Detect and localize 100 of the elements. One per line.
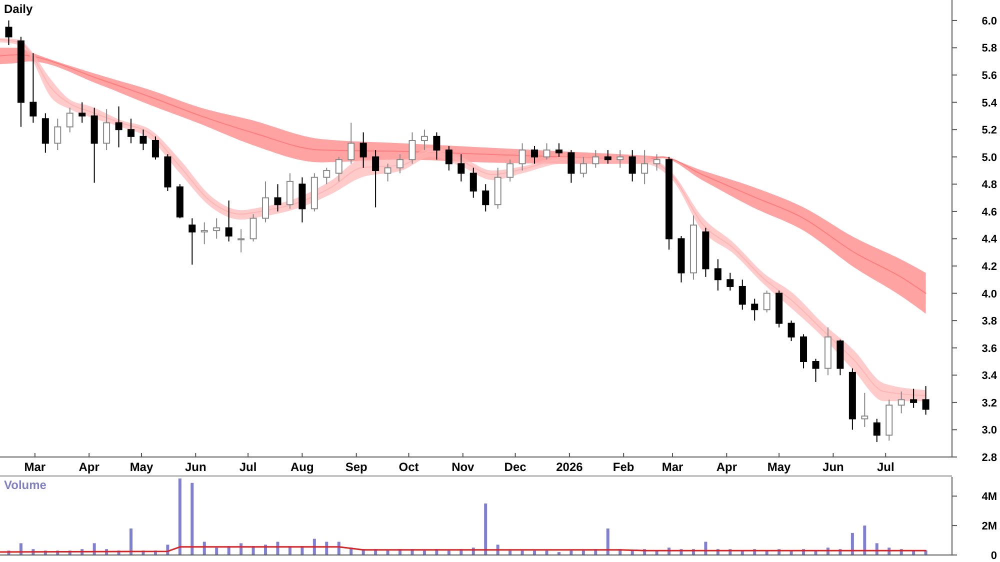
x-tick-label: Apr (716, 460, 738, 474)
candlestick (714, 258, 722, 292)
bar (582, 550, 585, 555)
candlestick (543, 142, 550, 160)
candlestick (262, 180, 270, 223)
candlestick (555, 142, 562, 158)
y-tick-label: 4.2 (982, 261, 997, 274)
bar (386, 550, 390, 555)
candlestick (360, 132, 367, 168)
candlestick (408, 132, 416, 164)
y-tick-label: 6.0 (982, 15, 997, 28)
candlestick (384, 163, 392, 182)
candlestick (213, 218, 220, 240)
x-tick-label: Nov (452, 460, 475, 474)
bar (190, 482, 194, 555)
bar (545, 550, 548, 555)
x-tick-label: Mar (24, 460, 46, 474)
bar (422, 550, 426, 555)
candlestick (323, 167, 330, 185)
candlestick (420, 129, 428, 151)
candlestick (188, 218, 196, 266)
y-tick-label: 3.4 (982, 370, 998, 382)
candlestick (628, 150, 636, 182)
candlestick (641, 150, 648, 185)
candlestick (140, 129, 147, 151)
candlestick (5, 20, 12, 46)
candlestick (738, 279, 746, 310)
candlestick (445, 145, 452, 172)
candlestick (873, 418, 880, 442)
x-tick-label: Aug (290, 460, 314, 474)
y-tick-label: 3.6 (982, 342, 997, 355)
candlestick (433, 132, 440, 160)
x-tick-label: Dec (504, 460, 527, 474)
candlestick (568, 150, 575, 184)
bar (508, 550, 512, 555)
y-tick-label: 3.8 (982, 316, 997, 328)
candlestick (30, 52, 37, 124)
candlestick (812, 358, 820, 382)
x-tick-label: May (767, 460, 792, 474)
y-tick-label: 4.8 (982, 179, 997, 192)
bar (863, 526, 866, 555)
candlestick (238, 228, 245, 253)
candlestick (78, 102, 86, 124)
candlestick (592, 150, 600, 168)
y-tick-label: 4.0 (982, 288, 997, 300)
bar (130, 528, 133, 555)
x-tick-label: Feb (612, 460, 634, 474)
candlestick (274, 184, 282, 212)
bar (570, 550, 573, 555)
y-tick-label: 5.4 (982, 97, 998, 110)
x-tick-label: Jun (184, 460, 206, 474)
y-tick-label: 3.0 (982, 424, 997, 437)
candlestick (616, 150, 624, 168)
candlestick (152, 136, 159, 160)
bar (533, 550, 536, 555)
candlestick (396, 154, 404, 174)
bar (606, 528, 610, 555)
candlestick (604, 150, 612, 164)
bar (178, 478, 182, 555)
y-tick-label: 2M (982, 520, 997, 533)
bar (850, 532, 854, 555)
y-tick-label: 5.6 (982, 70, 997, 82)
candlestick (372, 150, 380, 208)
candlestick (250, 214, 257, 242)
candlestick (482, 184, 490, 212)
y-tick-label: 5.8 (982, 42, 997, 55)
candlestick (54, 118, 62, 151)
candlestick (103, 108, 110, 151)
candlestick (225, 200, 232, 242)
candlestick (763, 290, 770, 313)
candlestick (531, 145, 538, 164)
x-tick-label: May (130, 460, 154, 474)
x-tick-label: Jul (239, 460, 257, 474)
y-tick-label: 0 (990, 550, 997, 562)
candlestick (580, 156, 587, 178)
candlestick (861, 392, 868, 428)
chart-title: Daily (4, 2, 34, 16)
candlestick (335, 156, 342, 182)
candlestick (348, 122, 355, 164)
candlestick (66, 107, 74, 133)
y-tick-label: 2.8 (982, 452, 997, 464)
candlestick (898, 391, 905, 414)
candlestick (653, 154, 660, 172)
bar (484, 503, 488, 555)
y-tick-label: 5.2 (982, 124, 997, 137)
candlestick (922, 386, 930, 416)
candlestick (115, 106, 122, 148)
candlestick (128, 118, 135, 144)
candlestick (788, 320, 795, 342)
candlestick (470, 167, 477, 198)
x-tick-label: Sep (345, 460, 368, 474)
bar (447, 550, 450, 555)
x-tick-label: Oct (398, 460, 419, 474)
candlestick (506, 159, 514, 182)
candlestick (518, 142, 526, 172)
x-tick-label: 2026 (556, 460, 584, 474)
candlestick (286, 172, 294, 210)
x-tick-label: Jun (822, 460, 844, 474)
y-tick-label: 3.2 (982, 397, 997, 410)
bar (520, 550, 524, 555)
